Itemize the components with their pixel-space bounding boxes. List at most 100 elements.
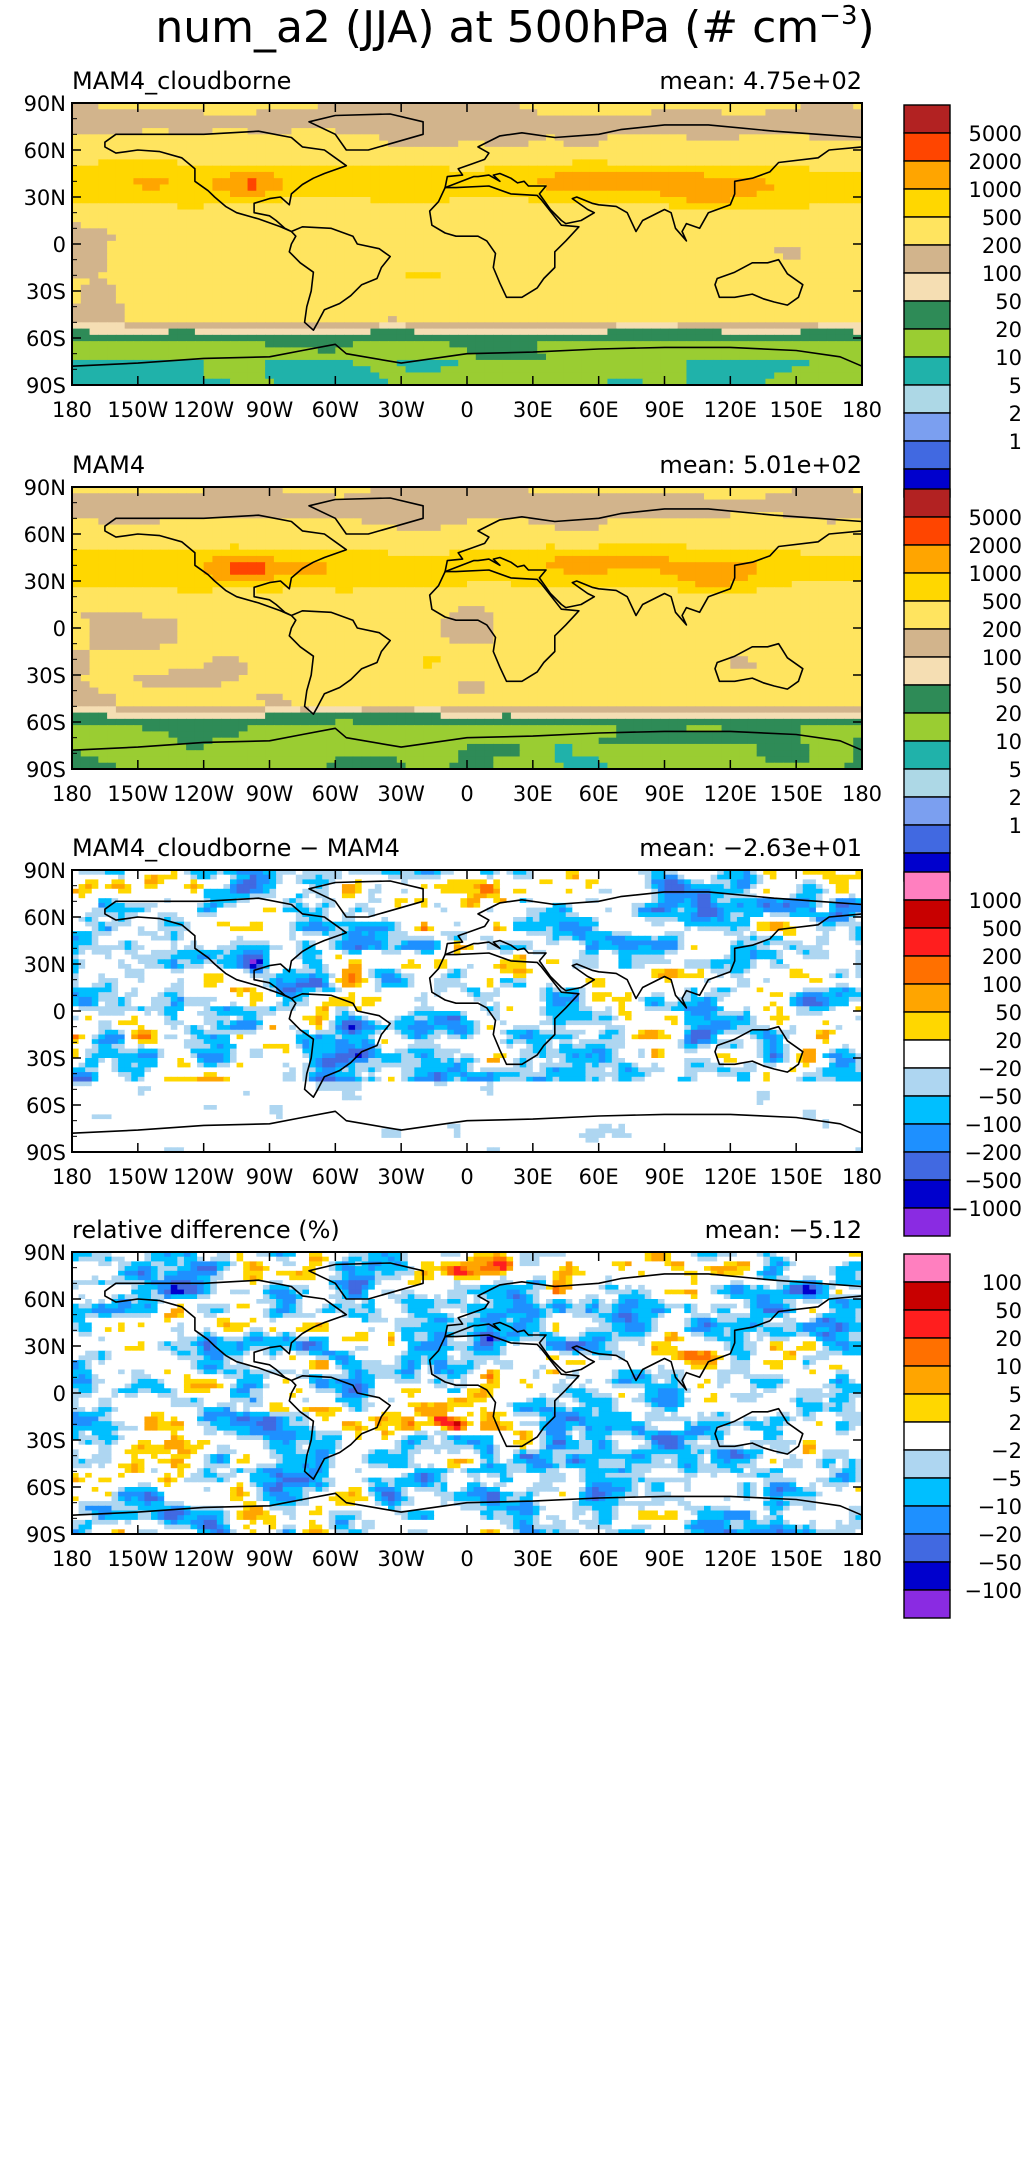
heatmap-cell <box>836 329 845 336</box>
heatmap-cell <box>748 285 757 292</box>
heatmap-cell <box>704 197 713 204</box>
heatmap-cell <box>169 203 178 210</box>
heatmap-cell <box>291 266 300 273</box>
heatmap-cell <box>704 366 713 373</box>
heatmap-cell <box>467 322 476 329</box>
heatmap-cell <box>485 122 494 129</box>
heatmap-cell <box>414 210 423 217</box>
heatmap-cell <box>783 537 792 544</box>
heatmap-cell <box>81 172 90 179</box>
heatmap-cell <box>449 191 458 198</box>
heatmap-cell <box>160 278 169 285</box>
heatmap-cell <box>370 329 379 336</box>
heatmap-cell <box>300 235 309 242</box>
heatmap-cell <box>748 518 757 525</box>
heatmap-cell <box>634 128 643 135</box>
heatmap-cell <box>739 166 748 173</box>
heatmap-cell <box>765 285 774 292</box>
heatmap-cell <box>274 278 283 285</box>
colorbar-swatch <box>904 105 950 133</box>
heatmap-cell <box>634 335 643 342</box>
heatmap-cell <box>669 493 678 500</box>
heatmap-cell <box>660 216 669 223</box>
heatmap-cell <box>572 304 581 311</box>
heatmap-cell <box>335 241 344 248</box>
heatmap-cell <box>90 178 99 185</box>
heatmap-cell <box>564 210 573 217</box>
heatmap-cell <box>783 316 792 323</box>
heatmap-cell <box>476 241 485 248</box>
heatmap-cell <box>291 329 300 336</box>
heatmap-cell <box>564 122 573 129</box>
heatmap-cell <box>142 366 151 373</box>
heatmap-cell <box>774 247 783 254</box>
heatmap-cell <box>90 304 99 311</box>
heatmap-cell <box>730 518 739 525</box>
heatmap-cell <box>248 531 257 538</box>
heatmap-cell <box>528 322 537 329</box>
heatmap-cell <box>818 335 827 342</box>
heatmap-cell <box>432 247 441 254</box>
heatmap-cell <box>757 500 766 507</box>
heatmap-cell <box>739 525 748 532</box>
heatmap-cell <box>221 116 230 123</box>
heatmap-cell <box>643 260 652 267</box>
heatmap-cell <box>827 335 836 342</box>
heatmap-cell <box>151 537 160 544</box>
heatmap-cell <box>607 260 616 267</box>
heatmap-cell <box>844 347 853 354</box>
heatmap-cell <box>528 531 537 538</box>
heatmap-cell <box>142 216 151 223</box>
heatmap-cell <box>195 291 204 298</box>
heatmap-cell <box>309 360 318 367</box>
heatmap-cell <box>765 335 774 342</box>
heatmap-cell <box>581 141 590 148</box>
heatmap-cell <box>555 329 564 336</box>
heatmap-cell <box>458 329 467 336</box>
heatmap-cell <box>107 310 116 317</box>
heatmap-cell <box>195 134 204 141</box>
heatmap-cell <box>248 291 257 298</box>
heatmap-cell <box>449 518 458 525</box>
heatmap-cell <box>221 253 230 260</box>
heatmap-cell <box>572 372 581 379</box>
heatmap-cell <box>107 178 116 185</box>
heatmap-cell <box>81 197 90 204</box>
heatmap-cell <box>783 197 792 204</box>
heatmap-cell <box>212 216 221 223</box>
heatmap-cell <box>90 134 99 141</box>
heatmap-cell <box>634 184 643 191</box>
heatmap-cell <box>467 153 476 160</box>
heatmap-cell <box>300 335 309 342</box>
heatmap-cell <box>98 347 107 354</box>
heatmap-cell <box>335 316 344 323</box>
heatmap-cell <box>335 210 344 217</box>
heatmap-cell <box>151 184 160 191</box>
heatmap-cell <box>809 222 818 229</box>
heatmap-cell <box>485 103 494 110</box>
heatmap-cell <box>116 335 125 342</box>
heatmap-cell <box>722 354 731 361</box>
heatmap-cell <box>327 335 336 342</box>
heatmap-cell <box>195 228 204 235</box>
heatmap-cell <box>327 260 336 267</box>
heatmap-cell <box>546 222 555 229</box>
heatmap-cell <box>81 518 90 525</box>
heatmap-cell <box>660 347 669 354</box>
heatmap-cell <box>388 178 397 185</box>
heatmap-cell <box>722 372 731 379</box>
heatmap-cell <box>353 216 362 223</box>
heatmap-cell <box>809 172 818 179</box>
heatmap-cell <box>423 235 432 242</box>
heatmap-cell <box>739 366 748 373</box>
heatmap-cell <box>730 253 739 260</box>
heatmap-cell <box>265 260 274 267</box>
heatmap-cell <box>757 304 766 311</box>
heatmap-cell <box>274 172 283 179</box>
heatmap-cell <box>283 366 292 373</box>
heatmap-cell <box>634 203 643 210</box>
heatmap-cell <box>327 178 336 185</box>
heatmap-cell <box>748 247 757 254</box>
heatmap-cell <box>116 153 125 160</box>
heatmap-cell <box>142 487 151 494</box>
